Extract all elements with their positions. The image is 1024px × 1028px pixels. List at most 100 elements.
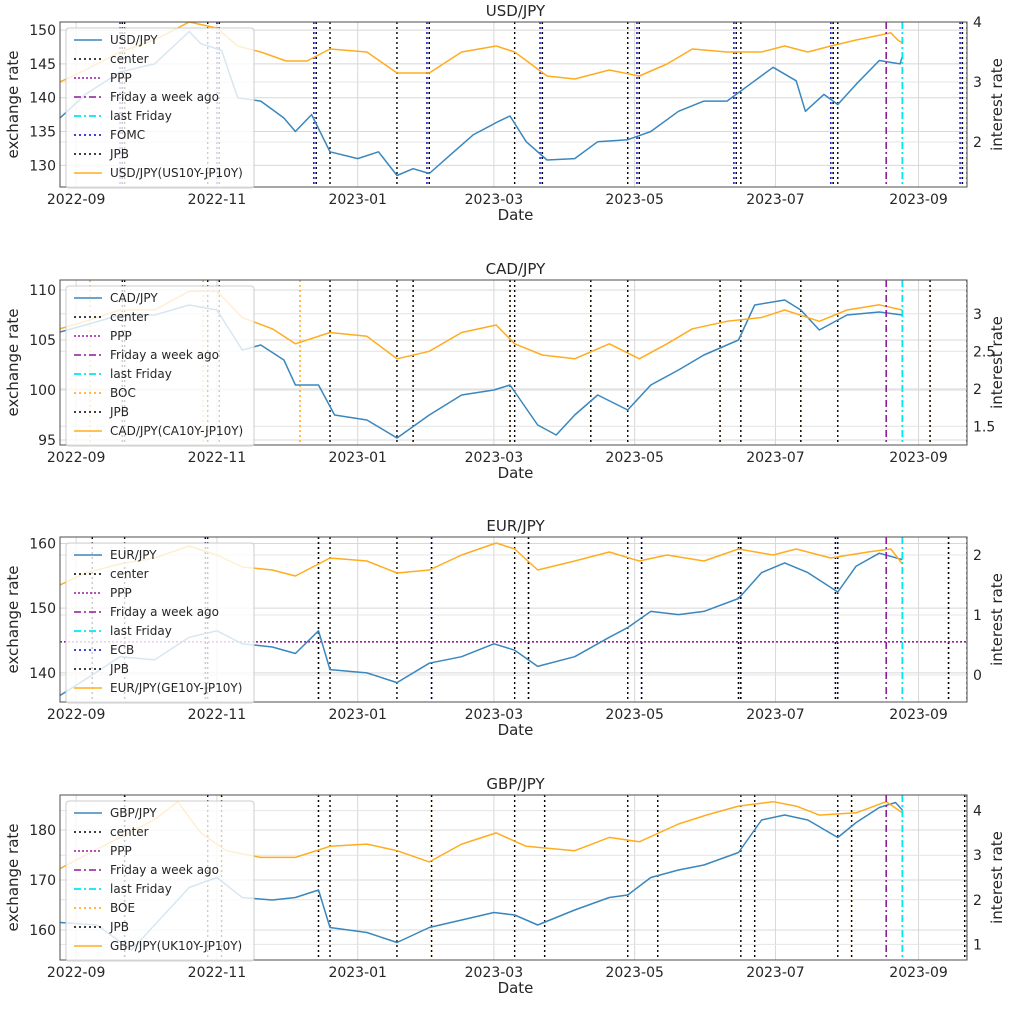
x-axis-label: Date [498, 979, 534, 997]
y-tick-label-1: 100 [29, 383, 56, 399]
x-tick-label-4: 2023-05 [605, 192, 664, 208]
legend-entry-6: JPB [109, 405, 129, 419]
legend-entry-2: PPP [110, 844, 132, 858]
y-tick-label-0: 160 [29, 923, 56, 939]
legend-entry-3: Friday a week ago [110, 90, 219, 104]
legend-entry-2: PPP [110, 71, 132, 85]
legend-box [65, 800, 255, 962]
legend-entry-1: center [110, 567, 149, 581]
y2-tick-label-3: 3 [973, 307, 982, 323]
y2-tick-label-1: 3 [973, 75, 982, 91]
legend-entry-6: JPB [109, 147, 129, 161]
y-tick-label-4: 150 [29, 23, 56, 39]
y2-axis-label: interest rate [988, 831, 1006, 924]
plot-frame [59, 536, 968, 703]
legend-entry-6: JPB [109, 662, 129, 676]
y2-tick-label-0: 1.5 [973, 419, 995, 435]
y2-tick-label-1: 2 [973, 382, 982, 398]
legend-entry-0: EUR/JPY [110, 548, 157, 562]
y-tick-label-1: 170 [29, 873, 56, 889]
y2-tick-label-2: 3 [973, 848, 982, 864]
legend-entry-7: EUR/JPY(GE10Y-JP10Y) [110, 681, 242, 695]
y2-tick-label-3: 4 [973, 804, 982, 820]
x-axis-label: Date [498, 206, 534, 224]
x-tick-label-5: 2023-07 [746, 192, 805, 208]
y-axis-label: exchange rate [4, 50, 22, 158]
panel-gbp-jpy: GBP/JPY 2022-09 2022-11 2023-01 2023-03 2023-… [4, 775, 1006, 997]
x-tick-label-5: 2023-07 [746, 707, 805, 723]
x-tick-label-3: 2023-03 [465, 192, 524, 208]
y-axis-label: exchange rate [4, 823, 22, 931]
x-tick-label-3: 2023-03 [465, 965, 524, 981]
plot-frame [59, 794, 968, 961]
x-tick-label-1: 2022-11 [188, 192, 247, 208]
x-tick-label-0: 2022-09 [47, 192, 106, 208]
y2-tick-label-0: 0 [973, 668, 982, 684]
x-axis-label: Date [498, 464, 534, 482]
x-tick-label-0: 2022-09 [47, 707, 106, 723]
x-tick-label-6: 2023-09 [889, 707, 948, 723]
legend-entry-1: center [110, 52, 149, 66]
y2-axis-label: interest rate [988, 316, 1006, 409]
legend-entry-3: Friday a week ago [110, 863, 219, 877]
y-tick-label-3: 110 [29, 283, 56, 299]
chart-title: CAD/JPY [486, 260, 546, 278]
legend-entry-2: PPP [110, 586, 132, 600]
legend-entry-4: last Friday [110, 624, 172, 638]
x-tick-label-3: 2023-03 [465, 707, 524, 723]
x-tick-label-0: 2022-09 [47, 965, 106, 981]
y2-axis-label: interest rate [988, 573, 1006, 666]
legend-entry-7: GBP/JPY(UK10Y-JP10Y) [110, 939, 242, 953]
x-tick-label-5: 2023-07 [746, 450, 805, 466]
x-tick-label-1: 2022-11 [188, 965, 247, 981]
legend-entry-0: USD/JPY [110, 33, 158, 47]
legend-entry-3: Friday a week ago [110, 605, 219, 619]
legend-entry-4: last Friday [110, 109, 172, 123]
legend-box [65, 285, 255, 447]
x-tick-label-1: 2022-11 [188, 707, 247, 723]
legend-box [65, 27, 255, 189]
y-tick-label-2: 105 [29, 333, 56, 349]
y-tick-label-0: 130 [29, 158, 56, 174]
x-tick-label-4: 2023-05 [605, 450, 664, 466]
legend-entry-2: PPP [110, 329, 132, 343]
legend-entry-1: center [110, 825, 149, 839]
legend-entry-3: Friday a week ago [110, 348, 219, 362]
x-tick-label-6: 2023-09 [889, 965, 948, 981]
legend-entry-6: JPB [109, 920, 129, 934]
legend-entry-0: GBP/JPY [110, 806, 157, 820]
x-axis-label: Date [498, 721, 534, 739]
plot-frame [59, 21, 968, 188]
legend-entry-5: FOMC [110, 128, 145, 142]
x-tick-label-6: 2023-09 [889, 450, 948, 466]
x-tick-label-4: 2023-05 [605, 965, 664, 981]
legend-entry-7: USD/JPY(US10Y-JP10Y) [110, 166, 243, 180]
x-tick-label-3: 2023-03 [465, 450, 524, 466]
legend-box [65, 542, 255, 704]
plot-frame [59, 279, 968, 446]
y-tick-label-3: 145 [29, 57, 56, 73]
y2-tick-label-0: 2 [973, 135, 982, 151]
x-tick-label-2: 2023-01 [328, 192, 387, 208]
x-tick-label-0: 2022-09 [47, 450, 106, 466]
legend-entry-1: center [110, 310, 149, 324]
panel-cad-jpy: CAD/JPY 2022-09 2022-11 2023-01 2023-03 2023-… [4, 260, 1006, 482]
x-tick-label-2: 2023-01 [328, 707, 387, 723]
y-tick-label-1: 150 [29, 601, 56, 617]
legend-entry-5: ECB [110, 643, 134, 657]
x-tick-label-2: 2023-01 [328, 965, 387, 981]
chart-title: GBP/JPY [486, 775, 545, 793]
y-tick-label-2: 160 [29, 536, 56, 552]
chart-title: EUR/JPY [486, 517, 545, 535]
x-tick-label-2: 2023-01 [328, 450, 387, 466]
legend-entry-5: BOE [110, 901, 135, 915]
panel-usd-jpy: USD/JPY 2022-09 2022-11 2023-01 2023-03 2023-… [4, 2, 1006, 224]
y2-tick-label-1: 1 [973, 608, 982, 624]
y-axis-label: exchange rate [4, 308, 22, 416]
y2-axis-label: interest rate [988, 58, 1006, 151]
legend-entry-0: CAD/JPY [110, 291, 158, 305]
y-tick-label-0: 140 [29, 666, 56, 682]
x-tick-label-1: 2022-11 [188, 450, 247, 466]
